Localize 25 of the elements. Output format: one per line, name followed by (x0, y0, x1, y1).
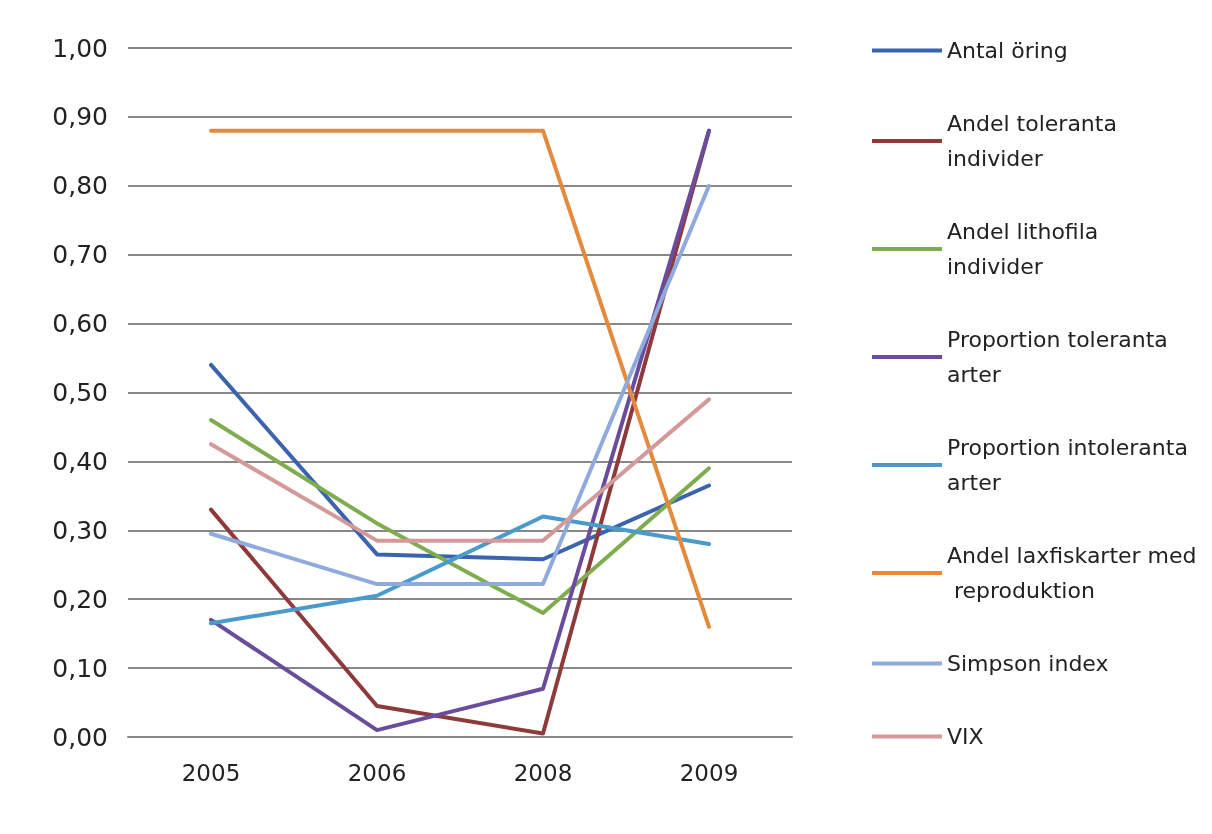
y-tick-label: 0,10 (52, 653, 108, 683)
x-tick-label: 2005 (181, 759, 241, 786)
legend-label: VIX (947, 724, 984, 749)
legend-label: Andel laxfiskarter med reproduktion (947, 543, 1197, 603)
legend-label: Andel toleranta individer (947, 111, 1124, 171)
legend-label: Andel lithofila individer (947, 219, 1106, 279)
y-tick-label: 0,70 (52, 240, 108, 270)
legend-label: Proportion toleranta arter (947, 327, 1175, 387)
x-tick-label: 2009 (679, 759, 739, 786)
y-tick-label: 0,90 (52, 102, 108, 132)
y-tick-label: 1,00 (52, 33, 108, 63)
y-tick-label: 0,60 (52, 309, 108, 339)
x-tick-label: 2006 (347, 759, 407, 786)
y-tick-label: 0,50 (52, 378, 108, 407)
legend-label: Proportion intoleranta arter (947, 435, 1195, 495)
y-tick-label: 0,40 (52, 446, 108, 476)
y-tick-label: 0,20 (52, 584, 108, 614)
y-tick-label: 0,80 (52, 171, 108, 201)
y-tick-label: 0,30 (52, 515, 108, 545)
line-series (209, 514, 711, 626)
line-series (209, 418, 711, 615)
legend-label: Simpson index (947, 651, 1109, 676)
y-tick-label: 0,00 (52, 722, 108, 752)
legend-label: Antal öring (947, 38, 1068, 63)
x-tick-label: 2008 (513, 759, 573, 786)
